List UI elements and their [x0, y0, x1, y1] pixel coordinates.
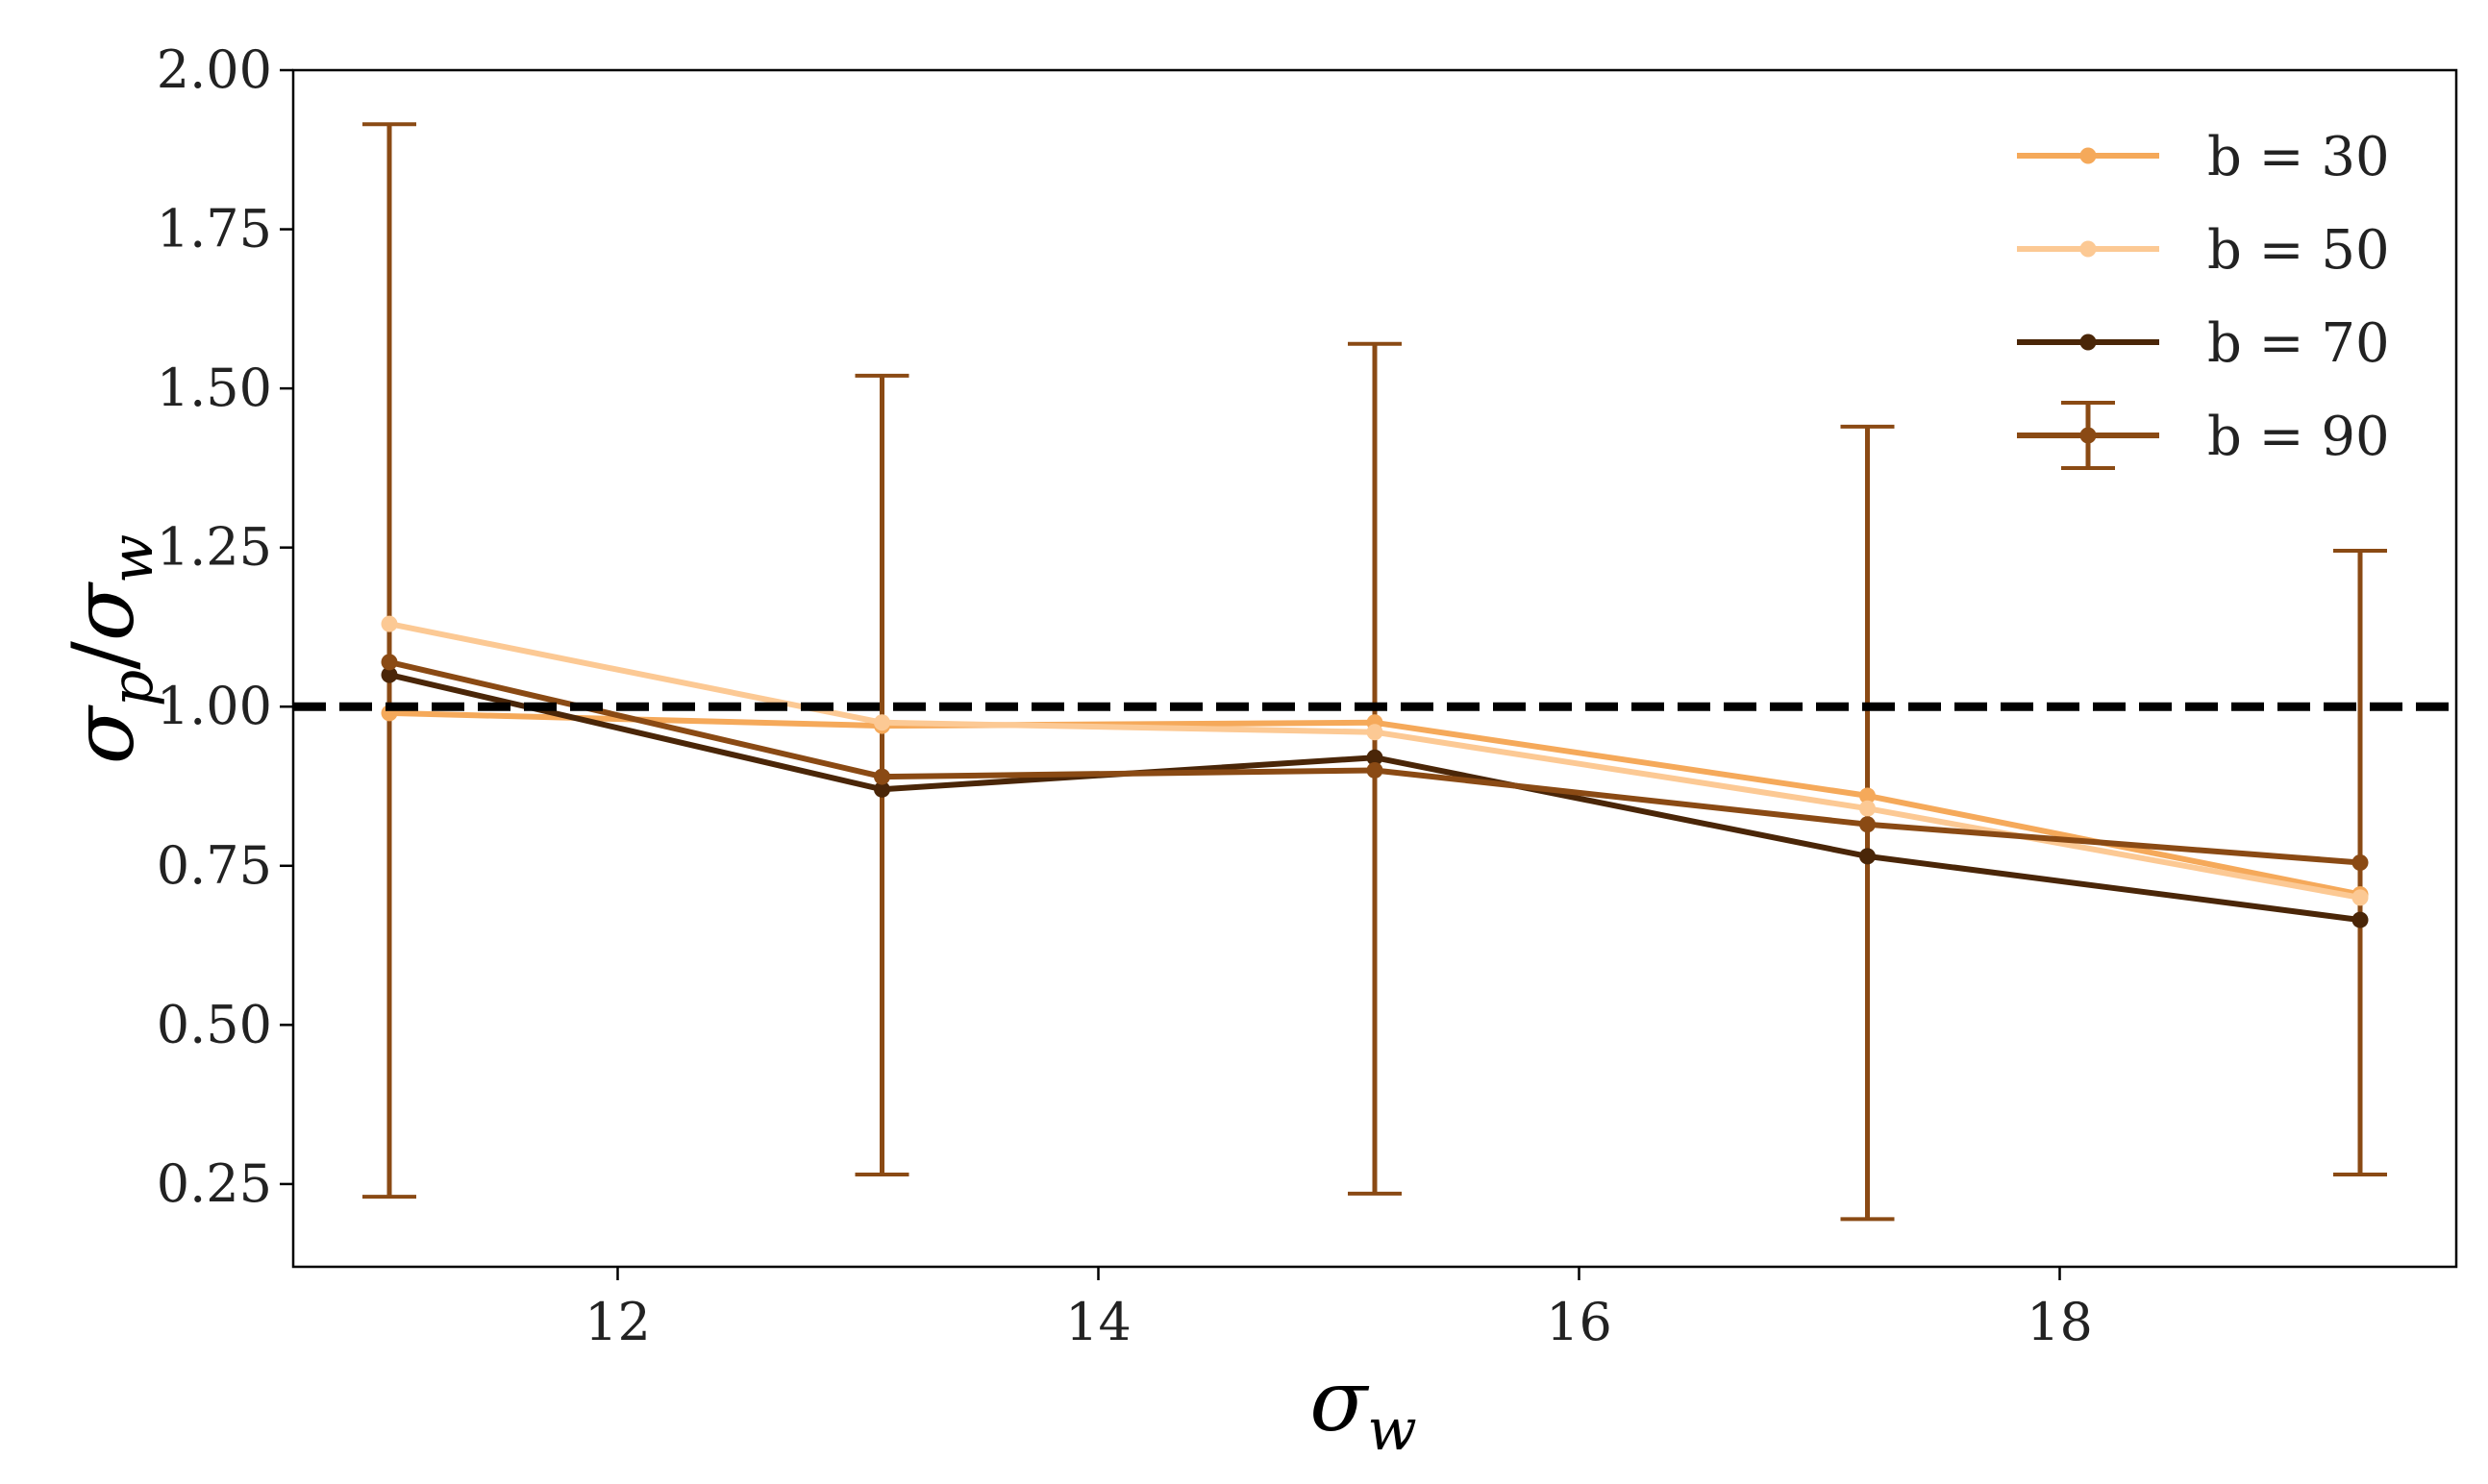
legend-label: b = 90	[2207, 406, 2390, 468]
data-point	[381, 654, 398, 671]
x-tick-label: 16	[1546, 1292, 1612, 1352]
legend-marker	[2079, 334, 2097, 351]
data-point	[874, 714, 890, 731]
x-axis-label: σw	[1309, 1351, 1416, 1464]
x-tick-label: 12	[585, 1292, 651, 1352]
y-tick-label: 1.25	[157, 517, 272, 578]
y-tick-label: 0.75	[157, 835, 272, 896]
axes: 0.25 0.50 0.75 1.00 1.25 1.50 1.75 2.00 12 14 16 18…	[54, 39, 2093, 1464]
y-tick-label: 2.00	[157, 39, 272, 100]
data-point	[381, 666, 398, 683]
x-tick-label: 14	[1065, 1292, 1132, 1352]
y-axis-label: σp/σw	[54, 534, 166, 765]
data-point	[1366, 749, 1383, 766]
y-tick-label: 0.25	[157, 1153, 272, 1214]
data-point	[2351, 911, 2369, 928]
data-point	[1859, 848, 1876, 865]
data-layer	[293, 122, 2456, 1222]
legend-label: b = 70	[2207, 312, 2390, 375]
plot-area	[293, 122, 2456, 1222]
data-point	[2351, 889, 2369, 906]
y-tick-label: 0.50	[157, 994, 272, 1054]
y-tick-label: 1.50	[157, 358, 272, 418]
data-point	[1366, 761, 1383, 779]
x-tick-label: 18	[2027, 1292, 2093, 1352]
legend: b = 30 b = 50 b = 70 b = 90	[2017, 126, 2390, 470]
data-point	[874, 780, 890, 798]
data-point	[2351, 853, 2369, 871]
legend-label: b = 50	[2207, 219, 2390, 282]
data-point	[1859, 816, 1876, 833]
y-tick-label: 1.00	[157, 676, 272, 736]
data-point	[1366, 724, 1383, 741]
legend-label: b = 30	[2207, 126, 2390, 188]
plot-frame	[291, 68, 2458, 1269]
data-point	[381, 615, 398, 632]
data-point	[874, 768, 890, 785]
data-point	[1859, 800, 1876, 817]
legend-marker	[2079, 147, 2097, 164]
data-point	[1859, 787, 1876, 804]
legend-marker	[2079, 240, 2097, 258]
y-tick-label: 1.75	[157, 199, 272, 260]
